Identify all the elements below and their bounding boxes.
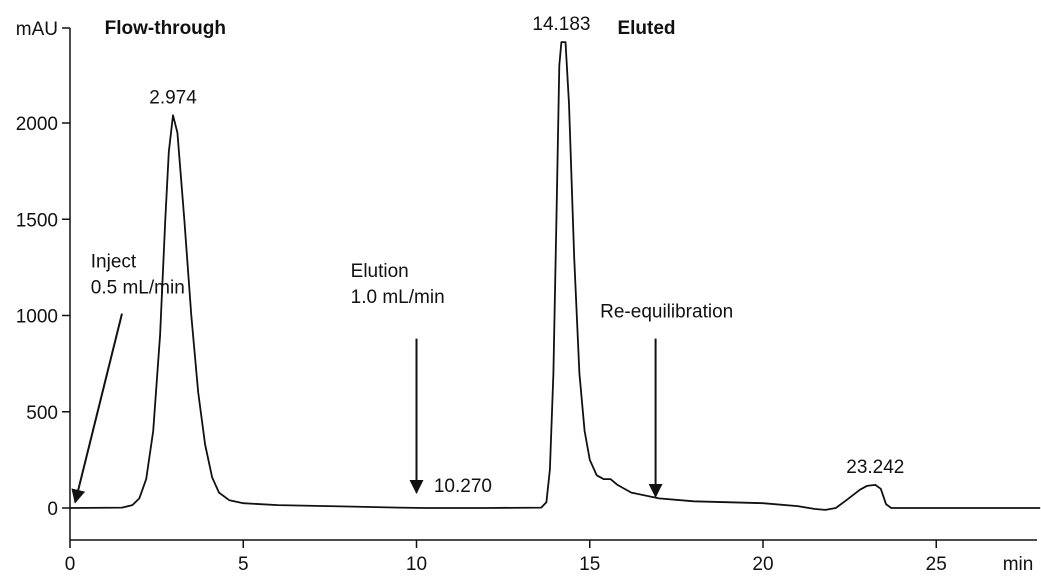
peak-label: 23.242 bbox=[846, 457, 904, 478]
annotation-text: 1.0 mL/min bbox=[351, 287, 445, 308]
x-axis-label: min bbox=[1003, 554, 1034, 575]
x-tick-label: 20 bbox=[752, 554, 773, 575]
x-tick-label: 5 bbox=[238, 554, 249, 575]
y-tick-label: 1000 bbox=[16, 307, 58, 328]
y-tick-label: 500 bbox=[26, 403, 58, 424]
y-axis-label: mAU bbox=[16, 19, 58, 40]
x-tick-label: 10 bbox=[406, 554, 427, 575]
y-tick-label: 2000 bbox=[16, 114, 58, 135]
section-label: Flow-through bbox=[105, 18, 226, 39]
x-tick-label: 0 bbox=[65, 554, 76, 575]
section-label: Eluted bbox=[617, 18, 675, 39]
ticks: 0 500 1000 1500 2000 mAU 0 5 10 15 20 25 min bbox=[16, 19, 1034, 575]
x-tick-label: 15 bbox=[579, 554, 600, 575]
peak-label: 14.183 bbox=[532, 14, 590, 35]
peak-label: 2.974 bbox=[149, 87, 197, 108]
chromatogram-trace bbox=[69, 41, 1041, 511]
series bbox=[69, 41, 1041, 511]
peak-label: 10.270 bbox=[434, 476, 492, 497]
annotation-text: Elution bbox=[351, 261, 409, 282]
annotation-text: Re-equilibration bbox=[600, 301, 733, 322]
axes bbox=[69, 28, 1037, 541]
labels: 2.974 14.183 23.242 10.270 Flow-through Elute… bbox=[105, 14, 905, 497]
annotation-text: 0.5 mL/min bbox=[91, 277, 185, 298]
annotation-arrow bbox=[71, 313, 123, 504]
annotation-text: Inject bbox=[91, 251, 137, 272]
x-tick-label: 25 bbox=[926, 554, 947, 575]
y-tick-label: 0 bbox=[47, 499, 58, 520]
annotations: Inject 0.5 mL/min Elution 1.0 mL/min Re-equi… bbox=[71, 251, 733, 504]
y-tick-label: 1500 bbox=[16, 210, 58, 231]
